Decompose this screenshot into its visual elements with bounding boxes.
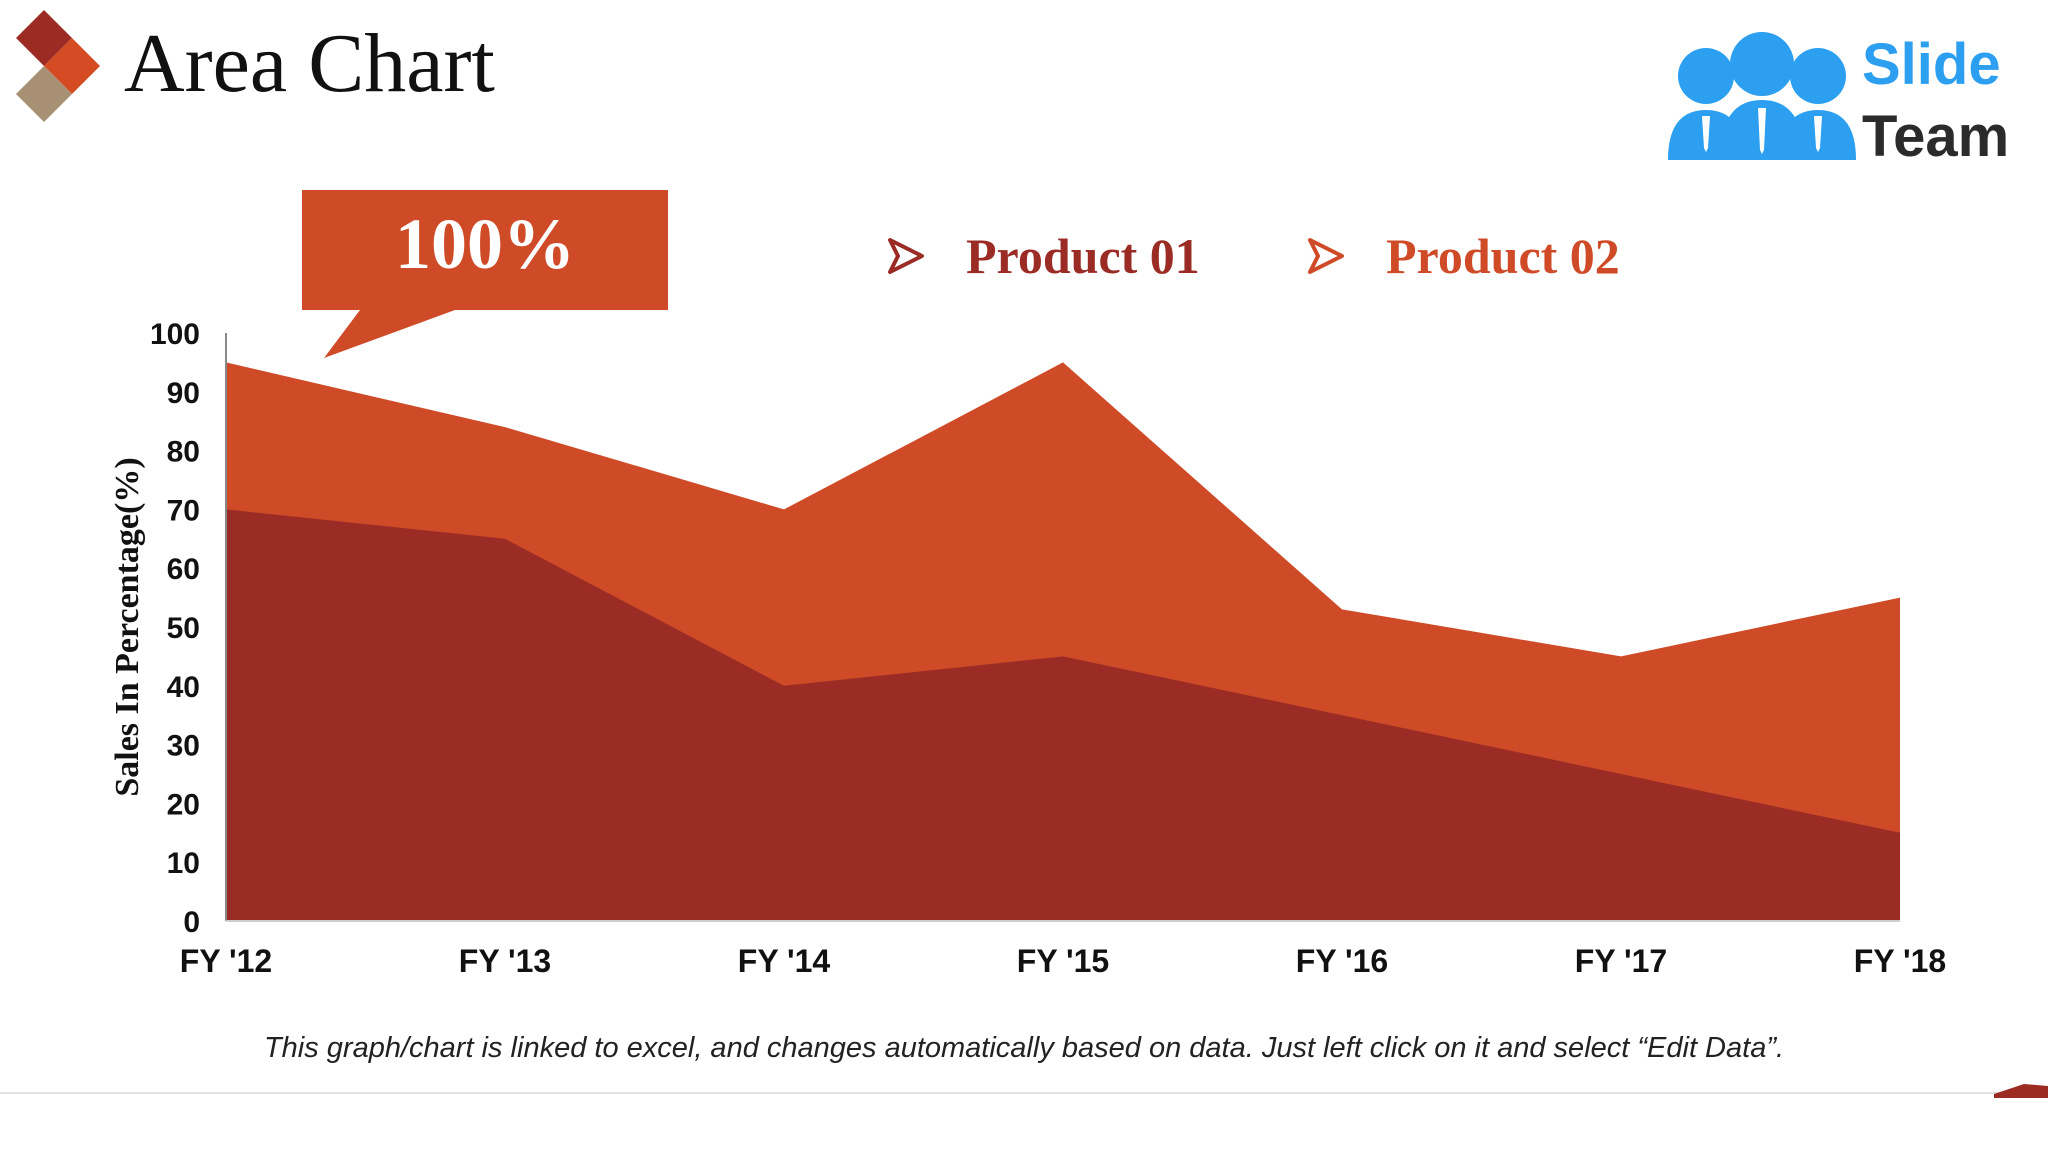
callout-bubble — [302, 190, 668, 358]
x-tick-label: FY '13 — [459, 943, 551, 979]
brand-name-slide: Slide — [1862, 32, 2001, 97]
y-tick-label: 0 — [183, 906, 200, 939]
y-tick-label: 70 — [167, 494, 200, 527]
area-chart: 0 10 20 30 40 50 60 70 80 90 100 FY '12 FY '13 FY '14… — [109, 318, 1946, 979]
corner-accent-icon — [1994, 1084, 2048, 1098]
y-tick-label: 90 — [167, 377, 200, 410]
logo-diamond-bottom — [16, 66, 72, 122]
area-series-product-01 — [226, 509, 1900, 921]
y-tick-label: 80 — [167, 436, 200, 469]
callout-shape — [302, 190, 668, 358]
y-tick-label: 30 — [167, 730, 200, 763]
legend-label: Product 01 — [966, 228, 1200, 284]
brand-logo: Slide Team — [1668, 32, 2009, 168]
legend-item-product-02: Product 02 — [1306, 226, 1620, 286]
bottom-divider — [0, 1092, 2048, 1094]
callout-value: 100% — [395, 204, 575, 284]
logo-mark-icon — [16, 10, 100, 122]
legend-arrow-icon — [1308, 238, 1344, 274]
y-tick-label: 20 — [167, 788, 200, 821]
y-axis-title: Sales In Percentage(%) — [109, 457, 146, 796]
y-tick-label: 40 — [167, 671, 200, 704]
y-tick-label: 60 — [167, 553, 200, 586]
legend-item-product-01: Product 01 — [886, 226, 1200, 286]
x-tick-label: FY '12 — [180, 943, 272, 979]
y-tick-label: 100 — [150, 318, 200, 351]
team-people-icon — [1668, 32, 1856, 160]
x-tick-label: FY '17 — [1575, 943, 1667, 979]
x-tick-label: FY '15 — [1017, 943, 1109, 979]
page-title: Area Chart — [124, 17, 495, 110]
x-tick-label: FY '18 — [1854, 943, 1946, 979]
legend-label: Product 02 — [1386, 228, 1620, 284]
x-tick-label: FY '16 — [1296, 943, 1388, 979]
brand-name-team: Team — [1862, 104, 2009, 168]
y-tick-label: 10 — [167, 847, 200, 880]
y-tick-label: 50 — [167, 612, 200, 645]
footnote: This graph/chart is linked to excel, and… — [263, 1032, 1785, 1064]
legend-arrow-icon — [888, 238, 924, 274]
x-tick-label: FY '14 — [738, 943, 831, 979]
